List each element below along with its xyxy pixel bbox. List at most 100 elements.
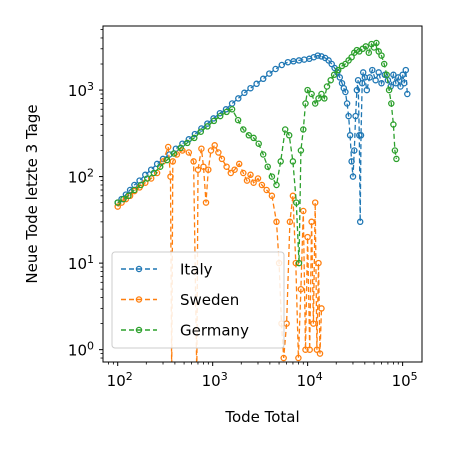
data-point — [272, 65, 279, 73]
data-point — [306, 346, 313, 353]
data-point — [349, 173, 357, 180]
data-point — [273, 181, 280, 189]
data-point — [241, 89, 248, 97]
y-tick-label: 101 — [68, 253, 94, 273]
data-point — [375, 69, 382, 76]
data-point — [250, 134, 257, 142]
data-point — [253, 80, 260, 88]
data-point — [318, 53, 325, 60]
x-tick-label: 104 — [297, 370, 323, 390]
data-point — [223, 108, 230, 116]
data-point — [163, 156, 171, 164]
data-point — [202, 199, 210, 206]
x-tick-label: 103 — [202, 370, 228, 390]
data-point — [235, 160, 243, 168]
data-point — [259, 75, 267, 83]
data-point — [247, 84, 254, 92]
data-point — [330, 71, 338, 79]
data-point — [327, 76, 334, 84]
series-layer — [114, 39, 411, 362]
data-point — [114, 203, 121, 210]
axes-frame — [102, 25, 423, 363]
data-point — [177, 144, 184, 152]
data-point — [385, 86, 393, 94]
legend-label: Sweden — [180, 291, 239, 309]
data-point — [211, 142, 218, 149]
data-point — [373, 39, 380, 47]
data-point — [131, 186, 138, 194]
data-point — [207, 147, 215, 154]
data-point — [351, 147, 358, 154]
data-point — [222, 106, 230, 113]
data-point — [295, 259, 303, 267]
data-point — [304, 233, 311, 241]
data-point — [378, 79, 385, 87]
data-point — [362, 43, 370, 50]
data-point — [194, 166, 202, 173]
data-point — [315, 259, 322, 267]
data-point — [173, 151, 181, 158]
legend-entry-germany: Germany — [121, 322, 249, 340]
data-point — [164, 143, 172, 151]
data-point — [169, 158, 177, 165]
data-point — [197, 128, 205, 135]
data-point — [297, 147, 305, 154]
data-point — [354, 76, 362, 84]
legend-entry-sweden: Sweden — [121, 291, 239, 309]
legend-entry-italy: Italy — [121, 261, 213, 279]
data-point — [353, 86, 361, 94]
data-point — [380, 60, 388, 68]
data-point — [281, 126, 289, 133]
data-point — [216, 109, 224, 117]
legend-marker — [135, 326, 143, 334]
data-point — [268, 192, 276, 200]
data-point — [321, 95, 328, 102]
data-point — [268, 173, 276, 180]
data-point — [216, 112, 224, 120]
data-point — [223, 163, 230, 170]
data-point — [234, 116, 242, 124]
data-point — [170, 150, 178, 157]
data-point — [205, 166, 212, 173]
series-sweden — [114, 142, 325, 362]
data-point — [247, 171, 254, 179]
data-point — [358, 79, 366, 87]
data-point — [277, 158, 284, 165]
data-point — [392, 79, 400, 87]
legend-marker — [135, 296, 143, 303]
data-point — [266, 70, 273, 77]
data-point — [280, 354, 287, 362]
data-point — [204, 123, 211, 130]
legend-marker — [135, 265, 143, 273]
data-point — [357, 132, 365, 139]
data-point — [348, 158, 355, 165]
data-point — [156, 163, 164, 170]
data-point — [399, 71, 406, 79]
x-tick-label: 105 — [392, 370, 418, 390]
data-point — [120, 195, 127, 203]
data-point — [363, 86, 371, 94]
data-point — [198, 145, 205, 152]
data-point — [300, 126, 307, 133]
data-point — [302, 100, 309, 107]
series-line-sweden — [117, 144, 323, 362]
data-point — [258, 181, 266, 189]
data-point — [336, 74, 344, 81]
data-point — [318, 90, 325, 98]
data-point — [150, 169, 158, 177]
series-germany — [114, 39, 400, 267]
data-point — [356, 218, 364, 226]
data-point — [184, 139, 191, 147]
data-point — [302, 346, 309, 353]
data-point — [137, 181, 145, 189]
data-point — [404, 90, 411, 98]
data-point — [342, 60, 349, 68]
data-point — [391, 147, 399, 154]
data-point — [372, 76, 379, 84]
data-point — [304, 86, 311, 94]
data-point — [310, 320, 317, 327]
data-point — [402, 66, 410, 74]
legend-label: Italy — [180, 261, 213, 279]
